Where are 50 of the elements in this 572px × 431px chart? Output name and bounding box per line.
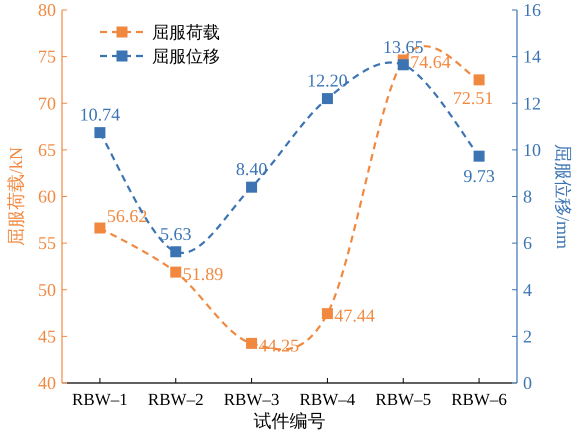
y-tick-label: 75 <box>38 46 56 67</box>
y2-tick-label: 16 <box>523 0 541 20</box>
y2-tick-label: 10 <box>523 140 541 160</box>
y2-tick-label: 14 <box>523 46 541 67</box>
y-tick-label: 65 <box>38 140 56 160</box>
point <box>322 93 333 104</box>
point <box>94 127 106 138</box>
y2-axis-title: 屈服位移/mm <box>553 144 572 250</box>
y-tick-label: 40 <box>38 373 56 393</box>
y2-tick-label: 6 <box>523 233 532 254</box>
data-label: 51.89 <box>182 264 224 284</box>
y-tick-label: 55 <box>38 233 56 254</box>
y-tick-label: 80 <box>38 0 56 20</box>
point <box>246 338 258 349</box>
y-tick-label: 70 <box>38 93 56 114</box>
y2-tick-label: 0 <box>523 373 532 393</box>
x-tick-label: RBW–3 <box>224 390 280 409</box>
data-label: 10.74 <box>80 104 120 125</box>
data-label: 56.62 <box>106 206 148 226</box>
point <box>398 59 409 70</box>
point <box>246 182 258 193</box>
y2-tick-label: 4 <box>523 280 532 300</box>
point <box>94 222 106 234</box>
legend-label: 屈服荷载 <box>152 23 220 42</box>
data-label: 5.63 <box>160 224 192 244</box>
data-label: 9.73 <box>463 166 495 186</box>
data-label: 47.44 <box>334 306 375 326</box>
y2-tick-label: 2 <box>523 326 532 346</box>
x-tick-label: RBW–6 <box>451 390 507 409</box>
x-tick-label: RBW–2 <box>148 390 204 409</box>
x-tick-label: RBW–1 <box>72 390 128 409</box>
x-tick-label: RBW–5 <box>375 390 432 409</box>
y-axis-title: 屈服荷载/kN <box>6 147 26 246</box>
data-label: 72.51 <box>452 88 494 108</box>
legend-label: 屈服位移 <box>152 47 220 66</box>
y-tick-label: 50 <box>38 280 56 300</box>
y-tick-label: 45 <box>38 326 56 346</box>
data-label: 12.20 <box>307 70 348 91</box>
y2-tick-label: 12 <box>523 93 541 114</box>
data-label: 8.40 <box>236 159 268 180</box>
point <box>170 266 182 278</box>
y2-tick-label: 8 <box>523 186 532 206</box>
point <box>474 150 485 162</box>
x-axis-title: 试件编号 <box>254 411 326 431</box>
point <box>170 246 182 258</box>
data-label: 13.65 <box>383 36 424 57</box>
point <box>474 74 485 86</box>
point <box>322 308 333 320</box>
y-tick-label: 60 <box>38 186 56 206</box>
x-tick-label: RBW–4 <box>300 390 356 409</box>
